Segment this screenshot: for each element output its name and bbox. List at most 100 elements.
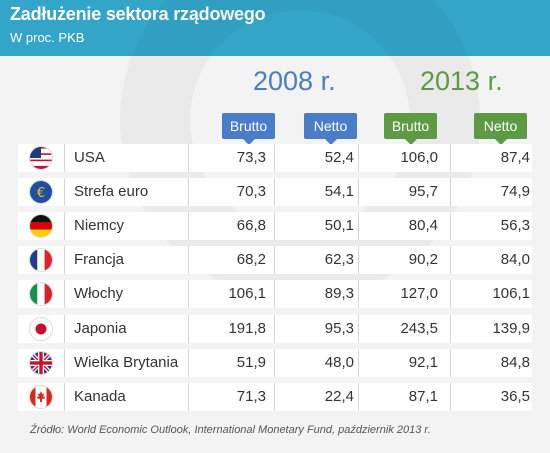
flag-canada-icon [30, 385, 52, 408]
source-note: Źródło: World Economic Outlook, Internat… [30, 424, 431, 436]
cell-divider [358, 382, 359, 411]
cell-divider [274, 348, 275, 377]
value-2013-brutto: 87,1 [408, 387, 438, 405]
cell-divider [188, 382, 189, 411]
cell-divider [450, 348, 451, 377]
cell-divider [64, 280, 65, 309]
group-label-2013: 2013 r. [420, 66, 503, 96]
value-2008-netto: 62,3 [324, 251, 354, 269]
value-2013-brutto: 90,2 [408, 251, 438, 269]
value-2008-netto: 50,1 [324, 217, 354, 235]
cell-divider [188, 348, 189, 377]
flag-germany-icon [30, 215, 52, 238]
value-2008-brutto: 106,1 [228, 285, 266, 303]
header-bar: Zadłużenie sektora rządowego W proc. PKB [0, 0, 550, 56]
column-header-2013-netto: Netto [474, 113, 527, 145]
flag-italy-icon [30, 283, 52, 306]
flag-france-icon [30, 249, 52, 272]
value-2008-netto: 54,1 [324, 183, 354, 201]
flag-usa-icon [30, 147, 52, 169]
value-2008-brutto: 66,8 [236, 217, 266, 235]
cell-divider [274, 178, 275, 207]
cell-divider [450, 178, 451, 207]
value-2008-brutto: 71,3 [236, 387, 266, 405]
cell-divider [64, 178, 65, 207]
value-2013-brutto: 243,5 [400, 319, 438, 337]
cell-divider [64, 382, 65, 411]
flag-uk-icon [30, 351, 52, 374]
country-name: Kanada [74, 387, 126, 405]
cell-divider [358, 314, 359, 343]
country-name: Francja [74, 251, 125, 269]
chart-title: Zadłużenie sektora rządowego [10, 4, 266, 24]
cell-divider [274, 314, 275, 343]
chart-subtitle: W proc. PKB [10, 30, 85, 45]
value-2013-netto: 139,9 [492, 319, 530, 337]
cell-divider [188, 212, 189, 241]
table-row: Kanada 71,3 22,4 87,1 36,5 [18, 382, 532, 411]
cell-divider [450, 246, 451, 275]
value-2013-netto: 74,9 [500, 183, 530, 201]
cell-divider [274, 382, 275, 411]
country-name: Niemcy [74, 217, 125, 235]
column-header-2008-netto: Netto [304, 113, 357, 145]
cell-divider [450, 382, 451, 411]
value-2008-netto: 95,3 [324, 319, 354, 337]
cell-divider [358, 212, 359, 241]
value-2008-brutto: 68,2 [236, 251, 266, 269]
country-name: Wielka Brytania [74, 353, 179, 371]
cell-divider [188, 178, 189, 207]
table-row: Japonia 191,8 95,3 243,5 139,9 [18, 314, 532, 343]
value-2008-netto: 52,4 [324, 149, 354, 166]
value-2013-brutto: 95,7 [408, 183, 438, 201]
cell-divider [64, 314, 65, 343]
column-header-2013-brutto: Brutto [384, 113, 437, 145]
value-2013-brutto: 80,4 [408, 217, 438, 235]
country-name: Japonia [74, 319, 127, 337]
cell-divider [450, 212, 451, 241]
value-2008-netto: 48,0 [324, 353, 354, 371]
value-2013-netto: 84,8 [500, 353, 530, 371]
cell-divider [64, 246, 65, 275]
svg-text:€: € [37, 186, 45, 201]
table-row: USA 73,3 52,4 106,0 87,4 [18, 144, 532, 172]
value-2008-netto: 22,4 [324, 387, 354, 405]
cell-divider [274, 280, 275, 309]
value-2013-brutto: 92,1 [408, 353, 438, 371]
value-2008-brutto: 191,8 [228, 319, 266, 337]
value-2013-netto: 56,3 [500, 217, 530, 235]
cell-divider [188, 280, 189, 309]
flag-euro-icon: € [30, 181, 52, 204]
table-row: Włochy 106,1 89,3 127,0 106,1 [18, 280, 532, 309]
cell-divider [64, 144, 65, 172]
country-name: Włochy [74, 285, 124, 303]
cell-divider [450, 144, 451, 172]
cell-divider [450, 314, 451, 343]
value-2008-brutto: 73,3 [236, 149, 266, 166]
value-2008-brutto: 70,3 [236, 183, 266, 201]
cell-divider [188, 246, 189, 275]
value-2013-netto: 106,1 [492, 285, 530, 303]
group-label-2008: 2008 r. [253, 66, 336, 96]
cell-divider [274, 246, 275, 275]
cell-divider [188, 314, 189, 343]
cell-divider [274, 212, 275, 241]
value-2008-netto: 89,3 [324, 285, 354, 303]
table-row: Wielka Brytania 51,9 48,0 92,1 84,8 [18, 348, 532, 377]
cell-divider [358, 348, 359, 377]
column-header-2008-brutto: Brutto [222, 113, 275, 145]
cell-divider [188, 144, 189, 172]
country-name: USA [74, 149, 105, 166]
value-2013-brutto: 106,0 [400, 149, 438, 166]
table-row: Niemcy 66,8 50,1 80,4 56,3 [18, 212, 532, 241]
value-2008-brutto: 51,9 [236, 353, 266, 371]
cell-divider [64, 212, 65, 241]
cell-divider [64, 348, 65, 377]
cell-divider [358, 178, 359, 207]
cell-divider [358, 280, 359, 309]
table-row: € Strefa euro 70,3 54,1 95,7 74,9 [18, 178, 532, 207]
country-name: Strefa euro [74, 183, 149, 201]
cell-divider [274, 144, 275, 172]
cell-divider [358, 246, 359, 275]
value-2013-netto: 87,4 [500, 149, 530, 166]
